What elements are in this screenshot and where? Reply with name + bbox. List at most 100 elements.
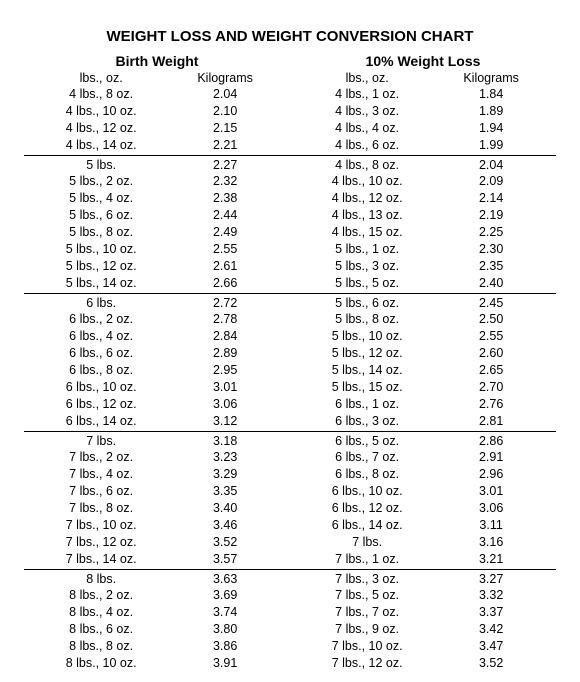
table-row: 7 lbs.3.18 xyxy=(24,433,290,450)
weight-kg: 2.21 xyxy=(178,137,290,154)
weight-lbs-oz: 5 lbs., 12 oz. xyxy=(290,345,444,362)
weight-kg: 2.61 xyxy=(178,258,290,275)
weight-kg: 3.91 xyxy=(178,655,290,672)
weight-kg: 3.23 xyxy=(178,449,290,466)
table-row: 7 lbs., 8 oz.3.40 xyxy=(24,500,290,517)
weight-kg: 3.52 xyxy=(178,534,290,551)
table-row: 8 lbs., 8 oz.3.86 xyxy=(24,638,290,655)
table-row: 6 lbs., 7 oz.2.91 xyxy=(290,449,556,466)
weight-kg: 2.44 xyxy=(178,207,290,224)
weight-lbs-oz: 8 lbs., 4 oz. xyxy=(24,604,178,621)
weight-lbs-oz: 7 lbs., 14 oz. xyxy=(24,551,178,568)
weight-lbs-oz: 5 lbs., 8 oz. xyxy=(290,311,444,328)
table-row: 7 lbs., 6 oz.3.35 xyxy=(24,483,290,500)
table-row: 6 lbs., 4 oz.2.84 xyxy=(24,328,290,345)
weight-lbs-oz: 5 lbs., 12 oz. xyxy=(24,258,178,275)
weight-kg: 1.94 xyxy=(444,120,556,137)
table-row: 7 lbs., 12 oz.3.52 xyxy=(290,655,556,672)
weight-kg: 2.96 xyxy=(444,466,556,483)
weight-lbs-oz: 7 lbs., 6 oz. xyxy=(24,483,178,500)
table-row: 4 lbs., 3 oz.1.89 xyxy=(290,103,556,120)
group-divider xyxy=(24,431,290,432)
table-row: 6 lbs., 6 oz.2.89 xyxy=(24,345,290,362)
table-row: 5 lbs., 6 oz.2.45 xyxy=(290,295,556,312)
table-row: 7 lbs.3.16 xyxy=(290,534,556,551)
group-divider xyxy=(24,569,290,570)
weight-lbs-oz: 4 lbs., 4 oz. xyxy=(290,120,444,137)
table-row: 4 lbs., 4 oz.1.94 xyxy=(290,120,556,137)
weight-kg: 3.01 xyxy=(178,379,290,396)
table-row: 7 lbs., 10 oz.3.46 xyxy=(24,517,290,534)
weight-lbs-oz: 4 lbs., 13 oz. xyxy=(290,207,444,224)
table-row: 4 lbs., 8 oz.2.04 xyxy=(24,86,290,103)
table-row: 5 lbs., 1 oz.2.30 xyxy=(290,241,556,258)
table-row: 6 lbs., 1 oz.2.76 xyxy=(290,396,556,413)
conversion-chart: WEIGHT LOSS AND WEIGHT CONVERSION CHART … xyxy=(0,0,580,682)
weight-lbs-oz: 7 lbs., 12 oz. xyxy=(24,534,178,551)
weight-lbs-oz: 5 lbs., 14 oz. xyxy=(290,362,444,379)
weight-kg: 2.35 xyxy=(444,258,556,275)
table-row: 5 lbs., 14 oz.2.65 xyxy=(290,362,556,379)
weight-kg: 3.11 xyxy=(444,517,556,534)
table-row: 4 lbs., 1 oz.1.84 xyxy=(290,86,556,103)
weight-kg: 1.99 xyxy=(444,137,556,154)
weight-kg: 2.65 xyxy=(444,362,556,379)
weight-lbs-oz: 6 lbs., 12 oz. xyxy=(290,500,444,517)
weight-lbs-oz: 6 lbs. xyxy=(24,295,178,312)
weight-lbs-oz: 5 lbs., 8 oz. xyxy=(24,224,178,241)
weight-kg: 2.14 xyxy=(444,190,556,207)
table-row: 5 lbs., 12 oz.2.60 xyxy=(290,345,556,362)
weight-kg: 2.10 xyxy=(178,103,290,120)
table-row: 4 lbs., 12 oz.2.15 xyxy=(24,120,290,137)
table-row: 5 lbs., 8 oz.2.50 xyxy=(290,311,556,328)
weight-kg: 3.29 xyxy=(178,466,290,483)
weight-kg: 3.16 xyxy=(444,534,556,551)
weight-lbs-oz: 8 lbs., 8 oz. xyxy=(24,638,178,655)
weight-kg: 3.47 xyxy=(444,638,556,655)
weight-kg: 2.45 xyxy=(444,295,556,312)
weight-lbs-oz: 4 lbs., 10 oz. xyxy=(24,103,178,120)
weight-lbs-oz: 5 lbs., 10 oz. xyxy=(290,328,444,345)
weight-lbs-oz: 4 lbs., 14 oz. xyxy=(24,137,178,154)
weight-kg: 2.86 xyxy=(444,433,556,450)
weight-kg: 3.37 xyxy=(444,604,556,621)
weight-lbs-oz: 7 lbs., 3 oz. xyxy=(290,571,444,588)
weight-lbs-oz: 5 lbs., 6 oz. xyxy=(24,207,178,224)
table-row: 6 lbs., 8 oz.2.95 xyxy=(24,362,290,379)
weight-kg: 2.50 xyxy=(444,311,556,328)
table-row: 5 lbs., 3 oz.2.35 xyxy=(290,258,556,275)
weight-kg: 2.95 xyxy=(178,362,290,379)
weight-kg: 2.04 xyxy=(178,86,290,103)
table-row: 6 lbs., 5 oz.2.86 xyxy=(290,433,556,450)
weight-lbs-oz: 7 lbs. xyxy=(290,534,444,551)
table-row: 5 lbs., 10 oz.2.55 xyxy=(24,241,290,258)
weight-lbs-oz: 4 lbs., 12 oz. xyxy=(24,120,178,137)
weight-lbs-oz: 8 lbs. xyxy=(24,571,178,588)
weight-lbs-oz: 5 lbs., 2 oz. xyxy=(24,173,178,190)
weight-lbs-oz: 5 lbs., 5 oz. xyxy=(290,275,444,292)
columns: Birth Weight lbs., oz. Kilograms 4 lbs.,… xyxy=(24,53,556,672)
weight-kg: 3.21 xyxy=(444,551,556,568)
weight-kg: 2.30 xyxy=(444,241,556,258)
weight-kg: 2.72 xyxy=(178,295,290,312)
weight-lbs-oz: 6 lbs., 12 oz. xyxy=(24,396,178,413)
table-row: 5 lbs., 15 oz.2.70 xyxy=(290,379,556,396)
table-row: 6 lbs., 14 oz.3.12 xyxy=(24,413,290,430)
birth-weight-heading: Birth Weight xyxy=(24,53,290,69)
weight-lbs-oz: 6 lbs., 8 oz. xyxy=(290,466,444,483)
birth-weight-subhead: lbs., oz. Kilograms xyxy=(24,71,290,85)
weight-lbs-oz: 8 lbs., 2 oz. xyxy=(24,587,178,604)
weight-lbs-oz: 6 lbs., 4 oz. xyxy=(24,328,178,345)
weight-kg: 3.69 xyxy=(178,587,290,604)
weight-lbs-oz: 6 lbs., 1 oz. xyxy=(290,396,444,413)
weight-lbs-oz: 6 lbs., 10 oz. xyxy=(290,483,444,500)
group-divider xyxy=(24,155,290,156)
weight-lbs-oz: 4 lbs., 10 oz. xyxy=(290,173,444,190)
weight-kg: 2.04 xyxy=(444,157,556,174)
table-row: 5 lbs., 8 oz.2.49 xyxy=(24,224,290,241)
weight-lbs-oz: 6 lbs., 10 oz. xyxy=(24,379,178,396)
table-row: 6 lbs., 10 oz.3.01 xyxy=(24,379,290,396)
weight-kg: 3.01 xyxy=(444,483,556,500)
weight-lbs-oz: 7 lbs., 10 oz. xyxy=(290,638,444,655)
table-row: 6 lbs., 3 oz.2.81 xyxy=(290,413,556,430)
